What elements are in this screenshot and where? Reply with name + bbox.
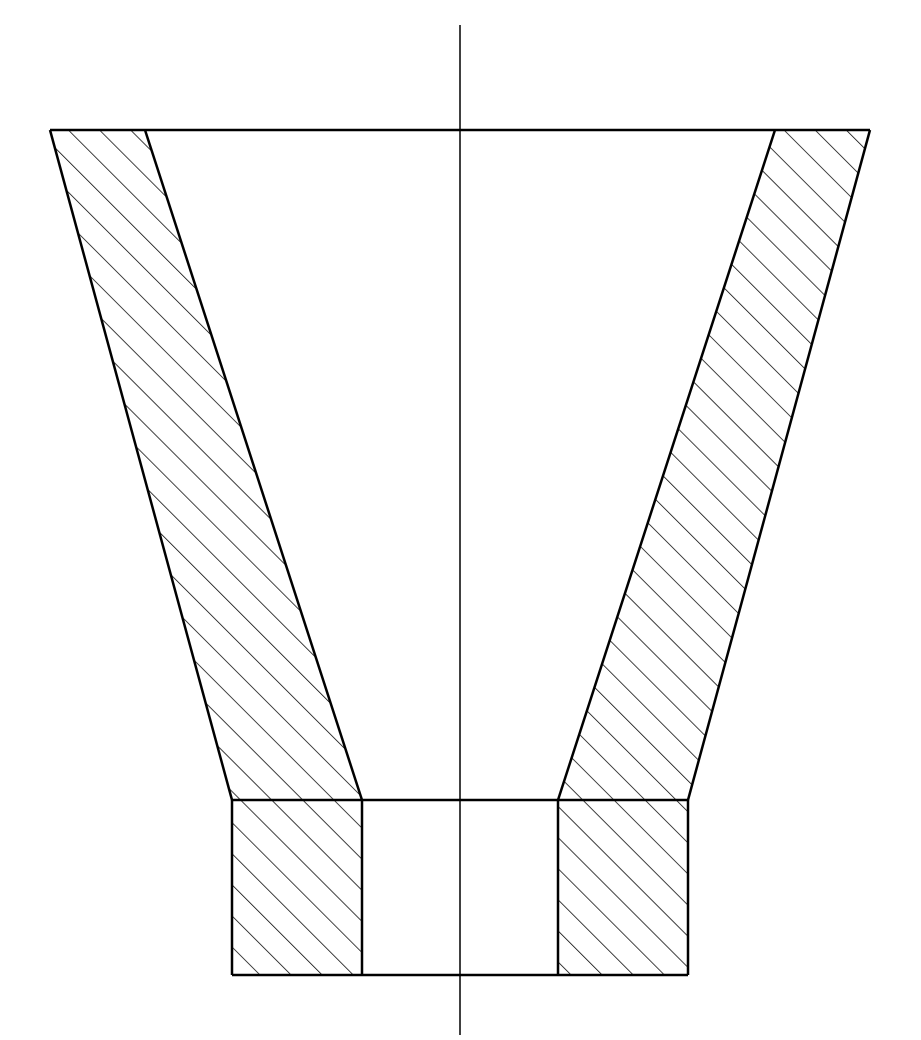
cross-section-diagram	[0, 0, 921, 1040]
